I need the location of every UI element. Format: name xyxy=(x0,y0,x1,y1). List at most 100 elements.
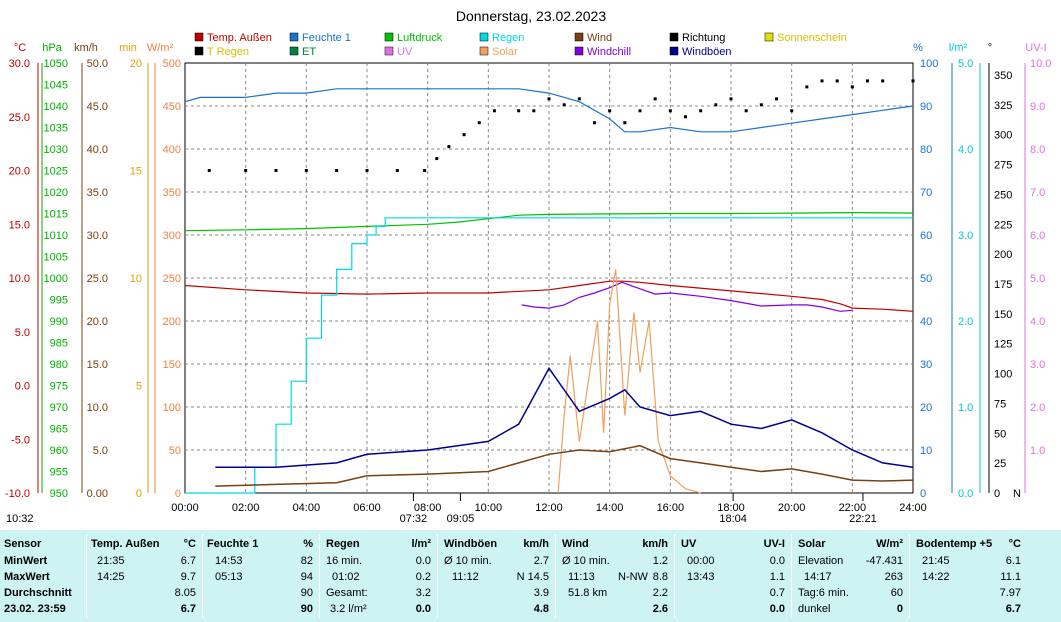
axis-tick-label: 200 xyxy=(163,316,181,328)
x-tick-label: 00:00 xyxy=(171,502,199,514)
legend-swatch xyxy=(669,32,679,42)
row4-value: 0.0 xyxy=(769,603,785,615)
panel-unit: % xyxy=(303,538,313,550)
legend-swatch xyxy=(384,46,394,56)
axis-tick-label: 100 xyxy=(163,402,181,414)
row1-value: 0.0 xyxy=(769,555,785,567)
axis-tick-label: 1020 xyxy=(44,187,68,199)
axis-tick-label: 995 xyxy=(50,295,68,307)
chart-title: Donnerstag, 23.02.2023 xyxy=(456,8,606,24)
legend-swatch xyxy=(479,46,489,56)
axis-tick-label: 950 xyxy=(50,488,68,500)
legend-label: Windböen xyxy=(682,46,732,58)
direction-point xyxy=(835,79,839,83)
direction-point xyxy=(866,79,869,83)
axis-tick-label: 200 xyxy=(994,249,1012,261)
series-line-wind xyxy=(215,444,914,487)
axis-tick-label: 25 xyxy=(994,458,1006,470)
axis-tick-label: 300 xyxy=(994,130,1012,142)
axis-tick-label: 5.0 xyxy=(93,445,108,457)
x-axis: 00:00 02:00 04:00 06:00 08:00 10:00 12:00 14:00… xyxy=(171,502,927,514)
row1-value: 6.1 xyxy=(1005,555,1021,567)
axis-tick-label: 500 xyxy=(163,58,181,70)
direction-point xyxy=(547,97,551,101)
sun-marker-label: 22:21 xyxy=(849,513,877,525)
axis-tick-label: 1050 xyxy=(44,58,68,70)
axis-tick-label: 350 xyxy=(163,187,181,199)
row-label-max: MaxWert xyxy=(4,571,50,583)
x-tick-label: 06:00 xyxy=(353,502,381,514)
axis-tick-label: 25.0 xyxy=(9,112,30,124)
direction-point xyxy=(911,79,915,83)
direction-point xyxy=(532,109,536,113)
min-time: 14:53 xyxy=(215,555,243,567)
axis-tick-label: 0.00 xyxy=(87,488,108,500)
axis-tick-label: 300 xyxy=(163,230,181,242)
legend-swatch xyxy=(194,46,204,56)
row2-value: 8.8 xyxy=(652,571,668,583)
row4-value: 0.0 xyxy=(415,603,431,615)
row1-value: 1.2 xyxy=(652,555,668,567)
row2-direction: N-NW xyxy=(618,571,648,583)
axis-tick-label: 1000 xyxy=(44,273,68,285)
current-value: 6.7 xyxy=(180,603,196,615)
axis-tick-label: 1010 xyxy=(44,230,68,242)
direction-point xyxy=(775,97,778,101)
axis-tick-label: 5.0 xyxy=(958,58,973,70)
panel-gust: Windböen km/h Ø 10 min. 2.7 11:12 N 14.5… xyxy=(437,534,555,618)
row3-value: 60 xyxy=(890,587,903,599)
axis-tick-label: 90 xyxy=(920,101,932,113)
axis-tick-label: 35.0 xyxy=(87,187,108,199)
panel-wind: Wind km/h Ø 10 min. 1.2 11:13 N-NW 8.8 5… xyxy=(555,534,674,618)
direction-point xyxy=(744,109,748,113)
axis-tick-label: 250 xyxy=(163,273,181,285)
axis-unit-label: hPa xyxy=(42,42,62,54)
row3-value: 2.2 xyxy=(652,587,668,599)
axis-tick-label: 30.0 xyxy=(87,230,108,242)
axis-tick-label: 75 xyxy=(994,398,1006,410)
axis-tick-label: 10 xyxy=(920,445,932,457)
direction-point xyxy=(435,157,439,161)
direction-point xyxy=(714,103,718,107)
axis-tick-label: 10.0 xyxy=(1030,58,1051,70)
legend-swatch xyxy=(764,32,774,42)
axis-tick-label: 5.0 xyxy=(1030,273,1045,285)
axis-tick-label: 70 xyxy=(920,187,932,199)
panel-title: Feuchte 1 xyxy=(207,538,259,550)
axis-tick-label: 100 xyxy=(920,58,938,70)
axis-tick-label: 50 xyxy=(169,445,181,457)
axis-tick-label: 15 xyxy=(130,166,142,178)
panel-temp: Temp. Außen °C 21:35 6.7 14:25 9.7 8.05 … xyxy=(86,534,202,618)
min-time: 21:35 xyxy=(97,555,125,567)
axis-tick-label: 30 xyxy=(920,359,932,371)
row2-value: 1.1 xyxy=(769,571,785,583)
axis-tick-label: 20 xyxy=(920,402,932,414)
row-label-min: MinWert xyxy=(4,555,48,567)
axis-tick-label: 975 xyxy=(50,381,68,393)
max-value: 94 xyxy=(300,571,313,583)
axis-tick-label: 15.0 xyxy=(87,359,108,371)
avg-value: 90 xyxy=(300,587,313,599)
panel-uv: UV UV-I 00:00 0.0 13:43 1.1 0.7 0.0 xyxy=(674,534,791,618)
axis-tick-label: 6.0 xyxy=(1030,230,1045,242)
row-label-avg: Durchschnitt xyxy=(4,587,72,599)
row1-label: Elevation xyxy=(798,555,844,567)
axis-tick-label: 1.0 xyxy=(958,402,973,414)
direction-point xyxy=(477,121,481,125)
row3-value: 7.97 xyxy=(999,587,1021,599)
panel-title: Temp. Außen xyxy=(91,538,160,550)
sun-markers: 07:32 09:05 18:04 22:21 xyxy=(400,493,877,525)
axis-tick-label: 0 xyxy=(994,488,1000,500)
row4-value: 4.8 xyxy=(533,603,549,615)
axis-tick-label: 5 xyxy=(136,381,142,393)
max-value: 9.7 xyxy=(180,571,196,583)
row2-value: 0.2 xyxy=(415,571,431,583)
row2-label: 01:02 xyxy=(332,571,360,583)
axis-tick-label: 1035 xyxy=(44,123,68,135)
direction-point xyxy=(207,169,211,172)
row-label-current: 23.02. 23:59 xyxy=(4,603,66,615)
axis-tick-label: 1005 xyxy=(44,252,68,264)
legend-label: Regen xyxy=(492,32,524,44)
row4-value: 0 xyxy=(896,603,903,615)
legend-swatch xyxy=(384,32,394,42)
